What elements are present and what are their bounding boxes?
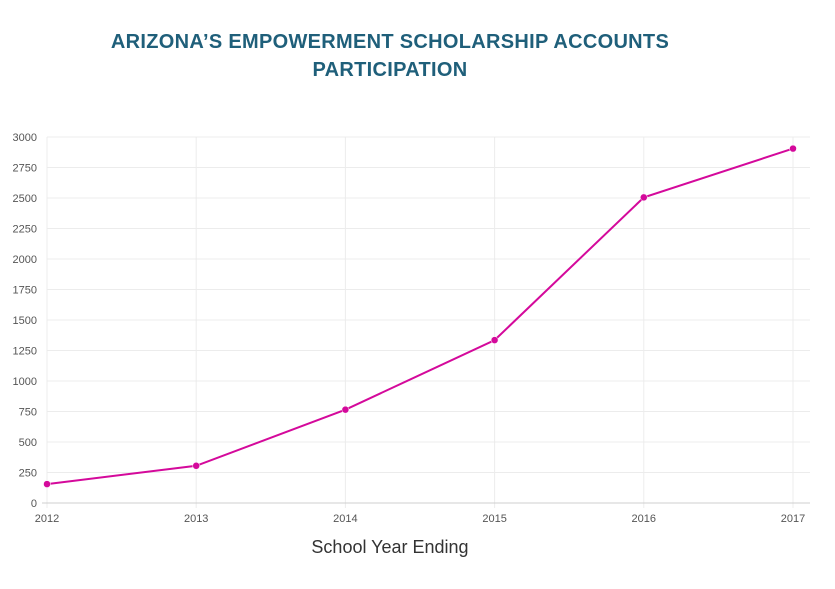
y-tick-label: 2750	[13, 163, 37, 175]
x-tick-label: 2012	[35, 513, 59, 525]
y-tick-label: 750	[19, 407, 37, 419]
x-tick-label: 2015	[482, 513, 506, 525]
y-tick-label: 2500	[13, 193, 37, 205]
y-tick-label: 1750	[13, 285, 37, 297]
y-axis: 0 250 500 750 1000 1250 1500 1750 2000 2250 2500 27…	[13, 132, 37, 510]
y-tick-label: 0	[31, 498, 37, 510]
series-group	[43, 144, 797, 488]
x-axis-label: School Year Ending	[311, 537, 469, 557]
data-point[interactable]	[43, 480, 51, 488]
data-point[interactable]	[490, 336, 499, 344]
data-point[interactable]	[789, 144, 797, 153]
data-point[interactable]	[640, 193, 648, 202]
chart-title-line-2: PARTICIPATION	[312, 59, 468, 81]
y-tick-label: 2000	[13, 254, 37, 266]
y-tick-label: 3000	[13, 132, 37, 144]
y-tick-label: 1500	[13, 315, 37, 327]
x-tick-label: 2016	[632, 513, 656, 525]
series-line	[46, 147, 794, 486]
x-axis: 2012 2013 2014 2015 2016 2017	[35, 513, 805, 525]
y-tick-label: 500	[19, 437, 37, 449]
chart-title-line-1: ARIZONA’S EMPOWERMENT SCHOLARSHIP ACCOUN…	[110, 31, 670, 53]
data-point[interactable]	[192, 462, 200, 470]
chart-title: ARIZONA’S EMPOWERMENT SCHOLARSHIP ACCOUN…	[0, 28, 780, 84]
x-tick-label: 2017	[781, 513, 805, 525]
y-tick-label: 1250	[13, 346, 37, 358]
data-point[interactable]	[341, 405, 350, 414]
grid-lines	[42, 136, 810, 508]
y-tick-label: 1000	[13, 376, 37, 388]
x-tick-label: 2014	[333, 513, 357, 525]
y-tick-label: 250	[19, 468, 37, 480]
y-tick-label: 2250	[13, 224, 37, 236]
x-tick-label: 2013	[184, 513, 208, 525]
